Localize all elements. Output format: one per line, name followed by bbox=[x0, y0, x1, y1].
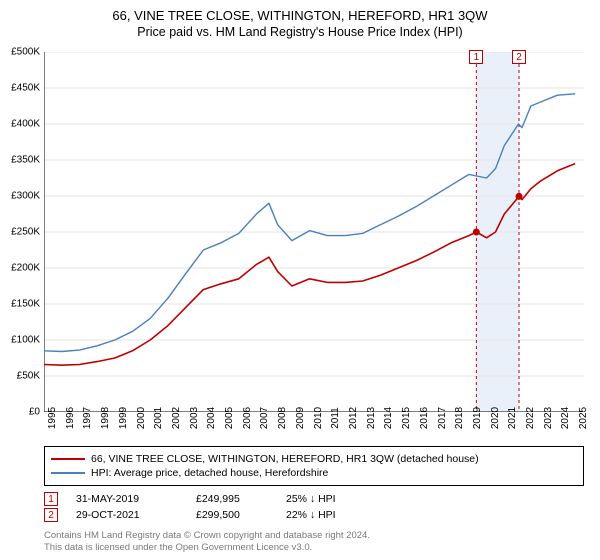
footer-line-2: This data is licensed under the Open Gov… bbox=[44, 542, 370, 554]
x-tick-label: 1995 bbox=[47, 407, 58, 429]
x-tick-label: 2015 bbox=[401, 407, 412, 429]
legend-swatch bbox=[51, 472, 85, 474]
x-tick-label: 2006 bbox=[242, 407, 253, 429]
x-tick-label: 2014 bbox=[383, 407, 394, 429]
x-tick-label: 2013 bbox=[366, 407, 377, 429]
sale-delta: 25% ↓ HPI bbox=[286, 493, 396, 505]
y-tick-label: £200K bbox=[11, 263, 40, 274]
legend: 66, VINE TREE CLOSE, WITHINGTON, HEREFOR… bbox=[44, 446, 584, 486]
y-tick-label: £450K bbox=[11, 83, 40, 94]
chart-svg bbox=[44, 52, 584, 412]
legend-item: 66, VINE TREE CLOSE, WITHINGTON, HEREFOR… bbox=[51, 453, 577, 465]
x-tick-label: 1998 bbox=[100, 407, 111, 429]
sale-row: 2 29-OCT-2021£299,50022% ↓ HPI bbox=[44, 508, 396, 522]
x-tick-label: 2022 bbox=[525, 407, 536, 429]
sale-price: £299,500 bbox=[196, 509, 286, 521]
footer-line-1: Contains HM Land Registry data © Crown c… bbox=[44, 530, 370, 542]
chart-title: 66, VINE TREE CLOSE, WITHINGTON, HEREFOR… bbox=[0, 8, 600, 23]
x-tick-label: 2018 bbox=[454, 407, 465, 429]
x-tick-label: 2004 bbox=[206, 407, 217, 429]
event-badge: 2 bbox=[512, 50, 526, 64]
legend-label: 66, VINE TREE CLOSE, WITHINGTON, HEREFOR… bbox=[91, 453, 479, 465]
x-tick-label: 1996 bbox=[65, 407, 76, 429]
x-tick-label: 2016 bbox=[419, 407, 430, 429]
y-tick-label: £50K bbox=[17, 371, 40, 382]
title-block: 66, VINE TREE CLOSE, WITHINGTON, HEREFOR… bbox=[0, 0, 600, 43]
event-badge: 1 bbox=[469, 50, 483, 64]
y-tick-label: £150K bbox=[11, 299, 40, 310]
x-tick-label: 1999 bbox=[118, 407, 129, 429]
y-tick-label: £0 bbox=[29, 407, 40, 418]
x-tick-label: 2020 bbox=[490, 407, 501, 429]
legend-swatch bbox=[51, 458, 85, 460]
sale-date: 31-MAY-2019 bbox=[76, 493, 196, 505]
chart-container: 66, VINE TREE CLOSE, WITHINGTON, HEREFOR… bbox=[0, 0, 600, 560]
y-axis-labels: £0£50K£100K£150K£200K£250K£300K£350K£400… bbox=[0, 52, 42, 412]
chart-subtitle: Price paid vs. HM Land Registry's House … bbox=[0, 25, 600, 39]
x-tick-label: 2001 bbox=[153, 407, 164, 429]
x-tick-label: 2012 bbox=[348, 407, 359, 429]
y-tick-label: £300K bbox=[11, 191, 40, 202]
x-tick-label: 2019 bbox=[472, 407, 483, 429]
x-tick-label: 2011 bbox=[330, 407, 341, 429]
footer-attribution: Contains HM Land Registry data © Crown c… bbox=[44, 530, 370, 554]
sale-row: 1 31-MAY-2019£249,99525% ↓ HPI bbox=[44, 492, 396, 506]
y-tick-label: £400K bbox=[11, 119, 40, 130]
x-tick-label: 2023 bbox=[543, 407, 554, 429]
sale-date: 29-OCT-2021 bbox=[76, 509, 196, 521]
y-tick-label: £350K bbox=[11, 155, 40, 166]
x-tick-label: 2007 bbox=[259, 407, 270, 429]
x-tick-label: 2025 bbox=[578, 407, 589, 429]
sales-table: 1 31-MAY-2019£249,99525% ↓ HPI 2 29-OCT-202… bbox=[44, 490, 396, 524]
x-tick-label: 2024 bbox=[560, 407, 571, 429]
x-tick-label: 2002 bbox=[171, 407, 182, 429]
x-tick-label: 2017 bbox=[437, 407, 448, 429]
x-tick-label: 2010 bbox=[313, 407, 324, 429]
sale-badge: 2 bbox=[44, 508, 58, 522]
x-tick-label: 1997 bbox=[82, 407, 93, 429]
sale-delta: 22% ↓ HPI bbox=[286, 509, 396, 521]
legend-label: HPI: Average price, detached house, Here… bbox=[91, 467, 328, 479]
x-tick-label: 2000 bbox=[136, 407, 147, 429]
x-tick-label: 2021 bbox=[507, 407, 518, 429]
x-tick-label: 2005 bbox=[224, 407, 235, 429]
chart-area: £0£50K£100K£150K£200K£250K£300K£350K£400… bbox=[44, 52, 584, 412]
legend-item: HPI: Average price, detached house, Here… bbox=[51, 467, 577, 479]
y-tick-label: £100K bbox=[11, 335, 40, 346]
x-tick-label: 2003 bbox=[189, 407, 200, 429]
x-tick-label: 2008 bbox=[277, 407, 288, 429]
sale-badge: 1 bbox=[44, 492, 58, 506]
y-tick-label: £500K bbox=[11, 47, 40, 58]
x-tick-label: 2009 bbox=[295, 407, 306, 429]
y-tick-label: £250K bbox=[11, 227, 40, 238]
sale-price: £249,995 bbox=[196, 493, 286, 505]
